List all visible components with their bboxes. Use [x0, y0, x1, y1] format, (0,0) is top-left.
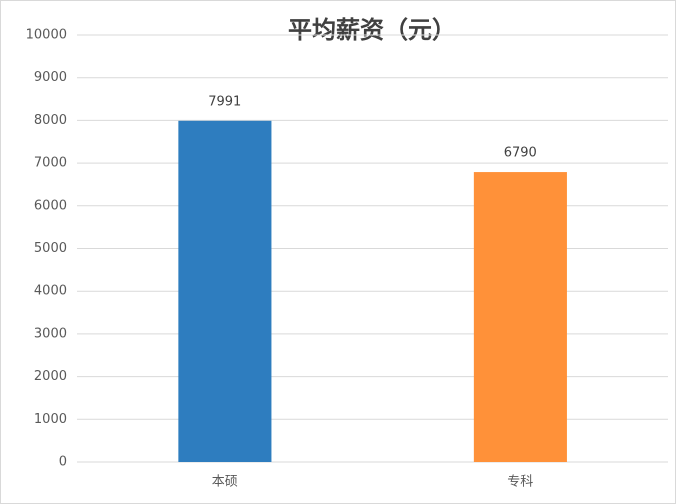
y-tick-label: 9000	[34, 70, 67, 85]
y-tick-label: 4000	[34, 284, 67, 299]
y-tick-label: 0	[59, 455, 67, 470]
y-tick-label: 5000	[34, 241, 67, 256]
y-tick-label: 1000	[34, 412, 67, 427]
y-tick-label: 3000	[34, 326, 67, 341]
x-tick-label: 本硕	[212, 475, 238, 490]
data-label: 7991	[208, 94, 241, 109]
data-label: 6790	[504, 146, 537, 161]
bar	[178, 120, 272, 462]
y-tick-label: 8000	[34, 113, 67, 128]
y-tick-label: 2000	[34, 369, 67, 384]
x-tick-label: 专科	[507, 475, 533, 490]
y-tick-label: 7000	[34, 156, 67, 171]
y-tick-label: 6000	[34, 198, 67, 213]
bar	[473, 172, 567, 462]
chart-title: 平均薪资（元）	[288, 16, 456, 44]
y-tick-label: 10000	[26, 28, 67, 43]
